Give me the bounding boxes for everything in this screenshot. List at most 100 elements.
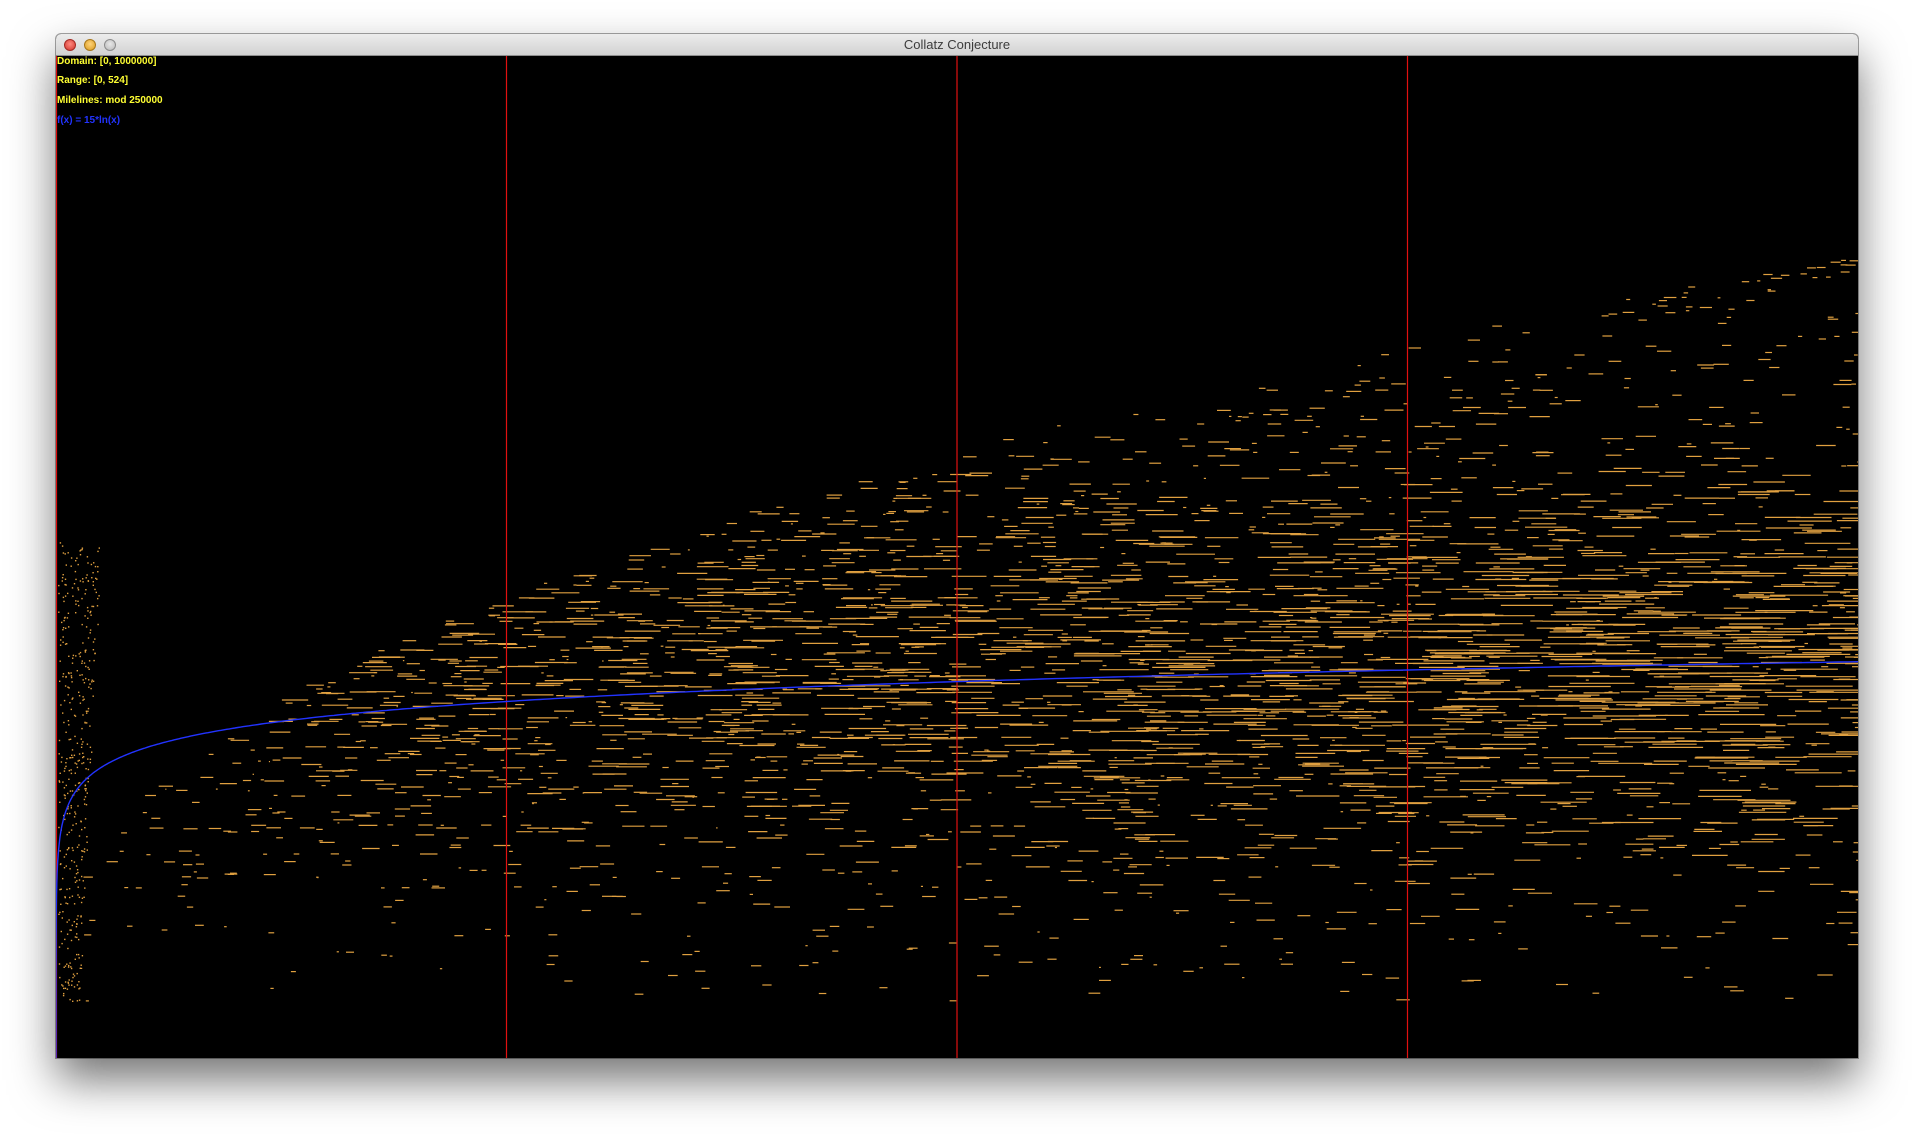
data-point xyxy=(60,704,62,706)
data-point xyxy=(78,653,80,655)
data-point xyxy=(62,627,65,629)
data-point xyxy=(60,930,62,933)
data-point xyxy=(86,722,88,724)
data-point xyxy=(63,721,65,724)
data-point xyxy=(82,578,84,580)
data-point xyxy=(71,790,74,792)
data-point xyxy=(97,566,99,568)
data-point xyxy=(73,816,76,818)
data-point xyxy=(93,659,95,662)
data-point xyxy=(59,888,61,891)
data-point xyxy=(59,680,61,682)
data-point xyxy=(62,636,64,638)
data-point xyxy=(89,746,92,748)
data-point xyxy=(87,781,89,783)
data-point xyxy=(70,829,73,831)
data-point xyxy=(78,691,80,693)
data-point xyxy=(90,687,92,690)
data-point xyxy=(67,552,69,554)
data-point xyxy=(77,563,79,566)
data-point xyxy=(66,849,69,851)
data-point xyxy=(59,660,61,662)
data-point xyxy=(69,929,71,931)
data-point xyxy=(80,916,82,918)
data-point xyxy=(76,972,78,975)
data-point xyxy=(74,715,77,717)
data-point xyxy=(75,578,77,581)
data-point xyxy=(82,714,84,716)
data-point xyxy=(84,818,87,820)
data-point xyxy=(71,587,74,589)
data-point xyxy=(89,758,92,760)
data-point xyxy=(80,901,83,904)
data-point xyxy=(89,611,91,614)
data-point xyxy=(77,805,79,807)
data-point xyxy=(66,888,68,891)
data-point xyxy=(63,619,65,622)
data-point xyxy=(78,695,81,697)
data-point xyxy=(97,550,99,553)
data-point xyxy=(69,962,71,964)
data-point xyxy=(89,632,91,634)
data-point xyxy=(74,772,76,774)
data-point xyxy=(69,812,71,815)
data-point xyxy=(83,798,86,801)
data-point xyxy=(85,788,87,790)
data-point xyxy=(74,735,76,738)
data-point xyxy=(67,592,69,595)
data-point xyxy=(65,865,67,867)
data-point xyxy=(63,966,65,968)
data-point xyxy=(78,604,80,607)
data-point xyxy=(79,554,82,556)
data-point xyxy=(66,933,69,935)
data-point xyxy=(82,679,84,681)
data-point xyxy=(82,752,84,754)
data-point xyxy=(84,796,87,798)
data-point xyxy=(69,757,71,759)
data-point xyxy=(70,807,72,809)
data-point xyxy=(60,639,62,641)
data-point xyxy=(58,592,60,595)
minimize-window-icon[interactable] xyxy=(84,39,96,51)
data-point xyxy=(65,762,67,764)
data-point xyxy=(87,617,89,619)
data-point xyxy=(75,763,78,765)
data-point xyxy=(74,570,77,573)
data-point xyxy=(78,981,80,983)
data-point xyxy=(68,847,70,849)
data-point xyxy=(70,676,73,679)
close-window-icon[interactable] xyxy=(64,39,76,51)
data-point xyxy=(77,894,79,896)
data-point xyxy=(60,863,62,865)
data-point xyxy=(92,581,94,583)
zoom-window-icon[interactable] xyxy=(104,39,116,51)
data-point xyxy=(82,880,84,882)
data-point xyxy=(69,998,71,1001)
data-point xyxy=(62,911,64,913)
data-point xyxy=(82,756,84,759)
data-point xyxy=(88,686,90,688)
data-point xyxy=(84,651,87,653)
data-point xyxy=(86,743,89,745)
data-point xyxy=(82,741,84,743)
title-bar[interactable]: Collatz Conjecture xyxy=(56,34,1858,56)
data-point xyxy=(81,674,83,676)
data-point xyxy=(81,623,83,626)
data-point xyxy=(59,644,62,646)
data-point xyxy=(95,577,97,580)
data-point xyxy=(81,547,84,549)
data-point xyxy=(81,897,84,899)
data-point xyxy=(89,761,91,764)
data-point xyxy=(63,787,66,789)
data-point xyxy=(88,679,90,681)
data-point xyxy=(78,988,80,990)
data-point xyxy=(63,770,66,772)
data-point xyxy=(67,694,69,696)
data-point xyxy=(77,915,79,917)
data-point xyxy=(85,677,87,680)
data-point xyxy=(59,772,61,774)
data-point xyxy=(72,973,75,975)
data-point xyxy=(73,986,76,988)
data-point xyxy=(62,994,65,997)
data-point xyxy=(92,649,95,651)
